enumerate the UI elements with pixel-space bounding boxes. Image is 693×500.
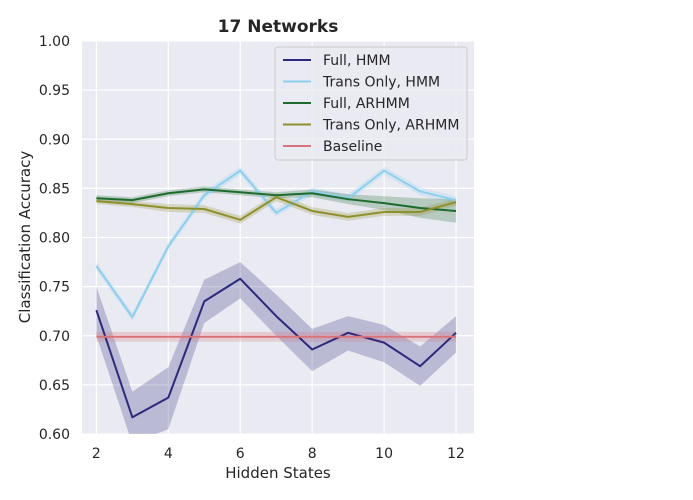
full-hmm-line (95, 277, 457, 419)
x-tick-labels: 2 4 6 8 10 12 (92, 446, 465, 462)
y-tick-label: 0.85 (39, 181, 70, 197)
x-tick-label: 4 (164, 446, 173, 462)
x-tick-label: 12 (447, 446, 465, 462)
trans-only-hmm-band (96, 166, 457, 322)
y-tick-label: 0.75 (39, 280, 70, 296)
x-axis-title: Hidden States (225, 464, 331, 482)
trans-only-arhmm-band (96, 193, 457, 224)
chart-title: 17 Networks (218, 17, 339, 37)
y-tick-label: 0.60 (39, 427, 70, 443)
y-tick-labels: 0.60 0.65 0.70 0.75 0.80 0.85 0.90 0.95 1.00 (39, 34, 70, 443)
series-lines (95, 169, 457, 419)
y-axis-title: Classification Accuracy (16, 151, 34, 324)
trans-only-arhmm-legend-label: Trans Only, ARHMM (322, 118, 459, 134)
full-hmm-legend-label: Full, HMM (323, 53, 391, 69)
y-tick-label: 0.95 (39, 83, 70, 99)
full-arhmm-legend-label: Full, ARHMM (323, 96, 410, 112)
legend: Full, HMM Trans Only, HMM Full, ARHMM Trans… (274, 46, 468, 161)
baseline-legend-label: Baseline (323, 139, 382, 155)
trans-only-hmm-line (95, 169, 457, 319)
y-tick-label: 0.90 (39, 132, 70, 148)
x-tick-label: 8 (308, 446, 317, 462)
legend-box (274, 46, 468, 161)
full-arhmm-band (96, 186, 457, 223)
x-tick-label: 6 (236, 446, 245, 462)
y-tick-label: 0.70 (39, 329, 70, 345)
full-arhmm-line (96, 188, 457, 212)
x-tick-label: 10 (375, 446, 393, 462)
y-tick-label: 0.80 (39, 231, 70, 247)
y-tick-label: 0.65 (39, 378, 70, 394)
trans-only-arhmm-line (96, 196, 457, 221)
y-tick-label: 1.00 (39, 34, 70, 50)
x-tick-label: 2 (92, 446, 101, 462)
trans-only-hmm-legend-label: Trans Only, HMM (322, 75, 440, 91)
